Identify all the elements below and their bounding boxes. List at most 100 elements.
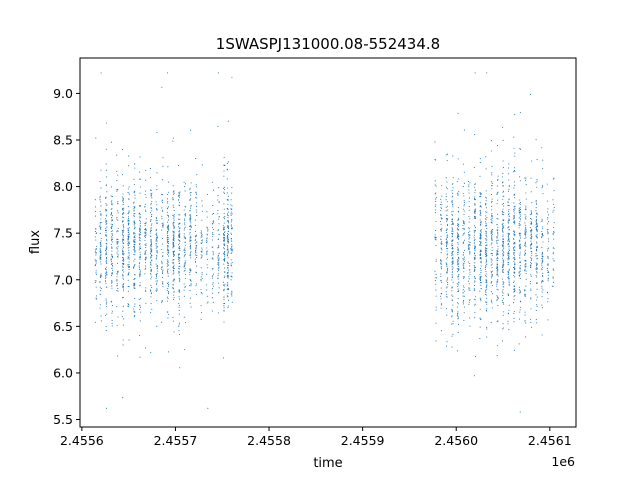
data-point bbox=[117, 219, 119, 221]
data-point bbox=[546, 263, 549, 265]
data-point bbox=[122, 265, 124, 267]
data-point bbox=[223, 305, 225, 307]
data-point bbox=[155, 229, 157, 232]
data-point bbox=[133, 191, 135, 193]
data-point bbox=[127, 222, 129, 224]
data-point bbox=[480, 236, 482, 238]
data-point bbox=[513, 267, 516, 269]
data-point bbox=[502, 240, 504, 242]
data-point bbox=[172, 242, 174, 245]
data-point bbox=[212, 231, 214, 234]
data-point bbox=[122, 242, 124, 244]
data-point bbox=[179, 367, 181, 369]
data-point bbox=[100, 221, 102, 224]
data-point bbox=[105, 407, 108, 409]
data-point bbox=[479, 162, 481, 164]
data-point bbox=[501, 278, 504, 280]
data-point bbox=[491, 230, 493, 233]
data-point bbox=[166, 198, 169, 200]
data-point bbox=[179, 262, 181, 264]
data-point bbox=[172, 284, 174, 286]
data-point bbox=[133, 239, 135, 241]
data-point bbox=[231, 301, 233, 303]
data-point bbox=[231, 252, 233, 254]
data-point bbox=[139, 262, 141, 264]
data-point bbox=[536, 178, 538, 180]
data-point bbox=[434, 141, 436, 143]
data-point bbox=[156, 209, 158, 211]
data-point bbox=[452, 224, 454, 226]
data-point bbox=[206, 234, 208, 236]
data-point bbox=[99, 180, 101, 183]
data-point bbox=[480, 319, 482, 321]
data-point bbox=[446, 271, 449, 273]
data-point bbox=[518, 247, 521, 249]
data-point bbox=[172, 262, 174, 264]
data-point bbox=[513, 194, 515, 196]
data-point bbox=[172, 140, 174, 142]
data-point bbox=[547, 263, 550, 265]
data-point bbox=[553, 222, 555, 224]
data-point bbox=[206, 216, 208, 218]
data-point bbox=[547, 271, 549, 274]
data-point bbox=[525, 192, 527, 194]
data-point bbox=[485, 254, 487, 256]
data-point bbox=[513, 169, 515, 171]
data-point bbox=[116, 216, 118, 218]
data-point bbox=[206, 264, 208, 266]
data-point bbox=[463, 228, 465, 231]
data-point bbox=[223, 234, 225, 236]
data-point bbox=[155, 239, 157, 241]
data-point bbox=[105, 330, 107, 332]
data-point bbox=[446, 263, 448, 265]
data-point bbox=[491, 198, 493, 200]
data-point bbox=[128, 186, 130, 188]
data-point bbox=[524, 249, 526, 251]
data-point bbox=[514, 287, 516, 290]
data-point bbox=[497, 233, 499, 235]
data-point bbox=[491, 263, 493, 265]
data-point bbox=[161, 199, 164, 201]
data-point bbox=[552, 231, 555, 233]
data-point bbox=[173, 258, 175, 261]
data-point bbox=[133, 285, 136, 287]
data-point bbox=[486, 310, 488, 312]
data-point bbox=[162, 222, 164, 224]
data-point bbox=[190, 215, 192, 217]
data-point bbox=[226, 213, 229, 215]
data-point bbox=[496, 263, 499, 265]
data-point bbox=[518, 208, 520, 210]
data-point bbox=[440, 262, 442, 264]
data-point bbox=[111, 285, 113, 287]
data-point bbox=[446, 228, 448, 230]
data-point bbox=[514, 262, 516, 264]
data-point bbox=[223, 164, 225, 166]
data-point bbox=[536, 276, 538, 278]
data-point bbox=[138, 233, 140, 235]
data-point bbox=[518, 203, 520, 205]
data-point bbox=[123, 211, 125, 214]
data-point bbox=[127, 238, 129, 240]
data-point bbox=[166, 259, 168, 261]
data-point bbox=[514, 152, 516, 154]
data-point bbox=[541, 218, 543, 220]
data-point bbox=[502, 314, 504, 316]
data-point bbox=[531, 202, 533, 204]
y-tick-label: 7.0 bbox=[53, 272, 73, 287]
data-point bbox=[156, 250, 158, 252]
data-point bbox=[452, 256, 454, 258]
data-point bbox=[110, 258, 112, 260]
data-point bbox=[462, 220, 465, 222]
data-point bbox=[512, 266, 515, 269]
data-point bbox=[451, 219, 453, 221]
data-point bbox=[230, 225, 232, 227]
data-point bbox=[167, 235, 169, 237]
data-point bbox=[167, 221, 169, 223]
data-point bbox=[446, 223, 449, 226]
data-point bbox=[457, 251, 460, 253]
data-point bbox=[189, 248, 191, 250]
data-point bbox=[474, 213, 476, 215]
data-point bbox=[446, 266, 448, 268]
data-point bbox=[508, 173, 510, 175]
data-point bbox=[111, 220, 113, 222]
